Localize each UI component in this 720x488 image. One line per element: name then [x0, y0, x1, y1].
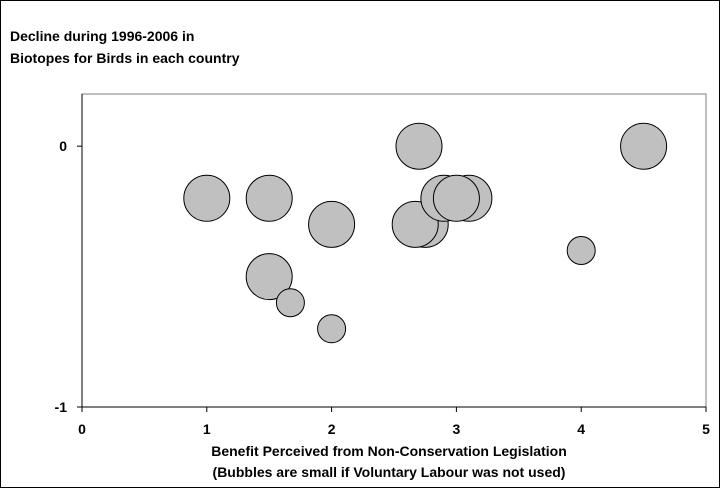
x-tick-label-2: 2 — [328, 421, 336, 437]
x-tick-label-3: 3 — [453, 421, 461, 437]
x-tick-label-4: 4 — [577, 421, 585, 437]
bubble-point-13 — [566, 236, 596, 265]
chart-title-line-2: Biotopes for Birds in each country — [10, 50, 240, 66]
x-tick-label-0: 0 — [78, 421, 86, 437]
bubble-point-14 — [620, 122, 668, 170]
bubble-series — [183, 122, 668, 344]
x-axis-label-line-1: Benefit Perceived from Non-Conservation … — [211, 443, 567, 459]
plot-area — [81, 93, 707, 408]
bubble-point-6 — [317, 314, 347, 344]
y-tick-label-0: 0 — [59, 138, 67, 154]
axes: 0 1 2 3 4 5 -1 0 — [55, 94, 710, 437]
chart-title-line-1: Decline during 1996-2006 in — [10, 28, 194, 44]
bubble-point-1 — [183, 174, 231, 222]
x-tick-label-1: 1 — [203, 421, 211, 437]
x-tick-label-5: 5 — [702, 421, 710, 437]
bubble-point-2 — [245, 174, 293, 222]
bubble-point-3 — [245, 253, 293, 301]
x-axis-label-line-2: (Bubbles are small if Voluntary Labour w… — [213, 464, 566, 480]
y-tick-label--1: -1 — [55, 399, 68, 415]
bubble-point-5 — [308, 200, 356, 248]
bubble-point-12 — [432, 174, 480, 222]
bubble-point-4 — [275, 288, 305, 318]
bubble-point-9 — [395, 122, 443, 170]
